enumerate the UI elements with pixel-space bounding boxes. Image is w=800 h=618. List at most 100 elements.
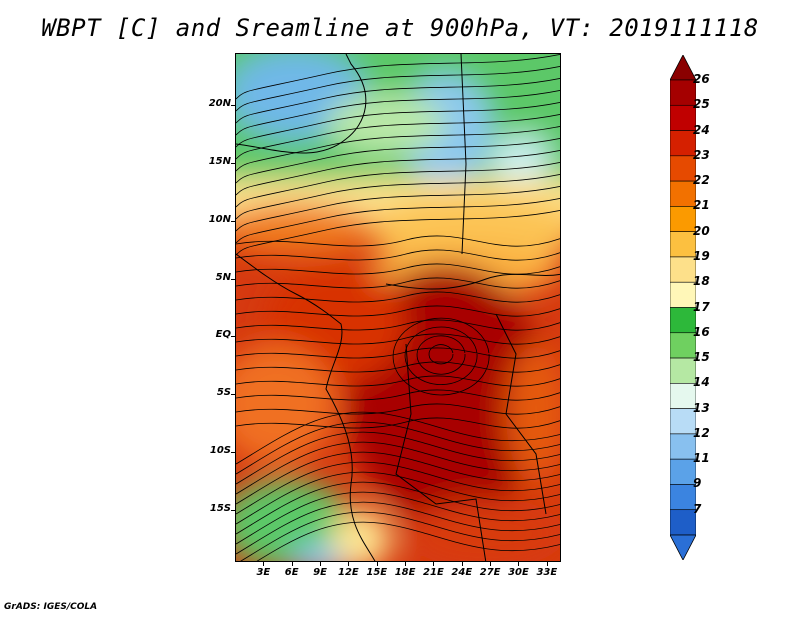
colorbar-label: 24 bbox=[693, 122, 710, 137]
streamline-south bbox=[236, 461, 560, 515]
streamline-north bbox=[236, 101, 560, 148]
lon-tick-label: 30E bbox=[508, 567, 529, 578]
lon-tick bbox=[490, 562, 492, 566]
streamline-north bbox=[236, 149, 560, 196]
zone-orange-east bbox=[506, 344, 560, 484]
lon-tick-label: 3E bbox=[256, 567, 271, 578]
lon-tick bbox=[263, 562, 265, 566]
streamline-south bbox=[256, 521, 560, 561]
streamline-center bbox=[236, 319, 560, 331]
border-vertical bbox=[460, 54, 467, 255]
lat-tick bbox=[231, 162, 235, 164]
lon-tick bbox=[546, 562, 548, 566]
lat-tick-label: 20N bbox=[208, 98, 231, 110]
lat-tick-label: 15S bbox=[209, 502, 231, 514]
zone-red-south bbox=[406, 499, 560, 561]
streamline-south bbox=[236, 411, 560, 465]
colorbar-swatch bbox=[670, 155, 696, 182]
streamline-center bbox=[236, 375, 560, 387]
colorbar-label: 21 bbox=[693, 198, 710, 213]
lat-tick-label: EQ bbox=[215, 329, 231, 341]
colorbar-label: 23 bbox=[693, 147, 710, 162]
lon-tick-label: 24E bbox=[451, 567, 473, 578]
streamline-center bbox=[236, 277, 560, 289]
colorbar-label: 19 bbox=[693, 248, 710, 263]
lat-tick bbox=[231, 394, 235, 396]
streamline-north bbox=[236, 65, 560, 112]
colorbar-swatch bbox=[670, 458, 696, 485]
colorbar-label: 22 bbox=[693, 173, 710, 188]
lon-tick-label: 15E bbox=[366, 567, 388, 578]
colorbar-swatch bbox=[670, 206, 696, 232]
lon-tick bbox=[461, 562, 463, 566]
lon-tick bbox=[405, 562, 407, 566]
lon-tick-label: 33E bbox=[536, 567, 558, 578]
chart-title: WBPT [C] and Sreamline at 900hPa, VT: 20… bbox=[41, 14, 759, 42]
colorbar-bottom-arrow bbox=[670, 534, 696, 560]
streamline-center bbox=[236, 417, 560, 429]
colorbar-label: 26 bbox=[693, 72, 710, 86]
streamline-north bbox=[236, 89, 560, 136]
streamline-center bbox=[236, 389, 560, 401]
streamline-north bbox=[236, 197, 560, 244]
lat-tick bbox=[231, 452, 235, 454]
lat-tick-label: 5S bbox=[216, 387, 231, 399]
zone-orange-sw bbox=[236, 344, 336, 464]
lat-tick bbox=[231, 105, 235, 107]
colorbar-label: 25 bbox=[693, 97, 710, 112]
streamline-center bbox=[236, 305, 560, 317]
streamline-north bbox=[236, 209, 560, 256]
streamline-vortex bbox=[392, 317, 490, 396]
streamline-south bbox=[236, 431, 560, 485]
lon-tick-label: 18E bbox=[394, 567, 416, 578]
colorbar-label: 13 bbox=[693, 400, 710, 415]
lat-tick-label: 15N bbox=[208, 155, 231, 167]
streamline-center bbox=[236, 361, 560, 373]
colorbar-label: 11 bbox=[693, 451, 710, 466]
lon-tick bbox=[291, 562, 293, 566]
colorbar-swatch bbox=[670, 180, 696, 207]
streamline-vortex bbox=[428, 344, 454, 365]
streamline-south bbox=[236, 451, 560, 505]
colorbar-swatch bbox=[670, 408, 696, 435]
map-panel bbox=[235, 53, 561, 562]
streamline-north bbox=[236, 185, 560, 232]
streamline-south bbox=[236, 421, 560, 475]
lat-tick bbox=[231, 336, 235, 338]
streamline-center bbox=[236, 403, 560, 415]
streamline-north bbox=[236, 173, 560, 220]
streamline-south bbox=[236, 471, 560, 525]
border-east-west bbox=[385, 273, 560, 290]
streamline-north bbox=[236, 125, 560, 172]
colorbar-label: 7 bbox=[693, 501, 702, 516]
lon-tick-label: 12E bbox=[338, 567, 359, 578]
lat-tick bbox=[231, 278, 235, 280]
colorbar-label: 20 bbox=[693, 223, 710, 238]
streamline-south bbox=[240, 511, 560, 561]
lat-tick-label: 5N bbox=[215, 271, 231, 283]
lon-tick-label: 21E bbox=[423, 567, 444, 578]
colorbar-label: 18 bbox=[693, 274, 710, 289]
map-svg bbox=[236, 54, 560, 561]
streamline-center bbox=[236, 291, 560, 303]
colorbar-label: 9 bbox=[693, 476, 702, 491]
lon-tick bbox=[433, 562, 435, 566]
lon-tick bbox=[518, 562, 520, 566]
streamline-center bbox=[236, 263, 560, 275]
lon-tick-label: 27E bbox=[479, 567, 501, 578]
streamline-north bbox=[236, 77, 560, 124]
colorbar-label: 15 bbox=[693, 350, 710, 365]
colorbar-label: 14 bbox=[693, 375, 710, 390]
colorbar-swatch bbox=[670, 433, 696, 460]
colorbar-label: 12 bbox=[693, 425, 710, 440]
lat-tick bbox=[231, 509, 235, 511]
colorbar bbox=[670, 55, 696, 560]
wbpt-field bbox=[236, 54, 560, 561]
streamline-north bbox=[236, 161, 560, 208]
footer-credit: GrADS: IGES/COLA bbox=[4, 602, 98, 612]
coastline-west bbox=[236, 253, 376, 561]
lon-tick bbox=[320, 562, 322, 566]
colorbar-swatch bbox=[670, 332, 696, 359]
streamline-north bbox=[236, 113, 560, 160]
colorbar-swatch bbox=[670, 104, 696, 131]
